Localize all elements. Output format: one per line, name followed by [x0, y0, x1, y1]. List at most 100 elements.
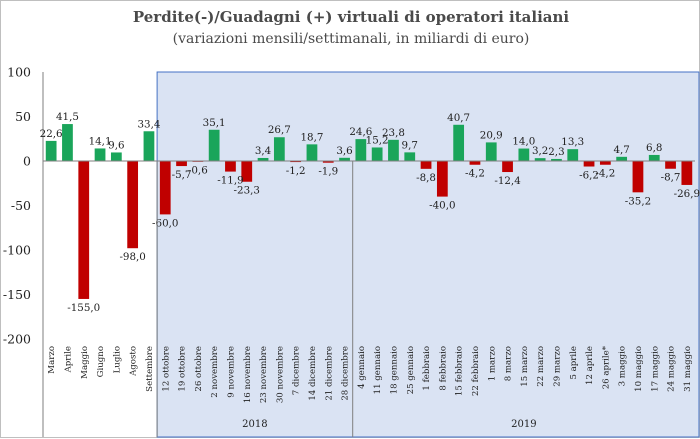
bar: [518, 148, 530, 161]
data-label: -11,9: [217, 175, 243, 187]
bar: [469, 161, 481, 165]
x-tick-label: 11 gennaio: [373, 346, 383, 394]
bar: [176, 161, 187, 167]
bar: [94, 148, 106, 161]
x-tick-label: 26 ottobre: [194, 346, 204, 392]
bar: [502, 161, 513, 173]
x-tick-label: 2 novembre: [210, 346, 220, 398]
x-tick-label: Settembre: [145, 346, 155, 392]
data-label: 15,2: [366, 134, 389, 146]
bar: [567, 149, 579, 161]
chart-subtitle: (variazioni mensili/settimanali, in mili…: [173, 31, 530, 47]
bar: [436, 161, 448, 197]
data-label: -1,9: [318, 166, 338, 178]
x-tick-label: 22 febbraio: [471, 346, 481, 396]
data-label: -98,0: [119, 251, 145, 263]
x-tick-label: Agosto: [129, 346, 139, 377]
bar: [273, 137, 285, 161]
bar: [225, 161, 236, 172]
y-tick-label: 100: [7, 65, 31, 80]
data-label: -155,0: [67, 302, 100, 314]
y-tick-label: -200: [3, 332, 31, 347]
bar: [127, 161, 139, 249]
x-tick-label: 29 marzo: [552, 346, 562, 387]
x-tick-label: 18 gennaio: [389, 346, 399, 394]
bar: [257, 157, 269, 161]
bar: [159, 161, 171, 215]
bar: [420, 161, 432, 169]
x-tick-label: 19 ottobre: [178, 346, 188, 392]
data-label: -5,7: [172, 169, 192, 181]
x-tick-label: 8 febbraio: [438, 346, 448, 391]
data-label: 14,1: [89, 135, 112, 147]
data-label: 41,5: [56, 111, 79, 123]
data-label: -1,2: [286, 165, 306, 177]
x-tick-label: 28 dicembre: [341, 346, 351, 401]
data-label: 3,4: [255, 145, 272, 157]
data-label: -12,4: [494, 175, 521, 187]
data-label: -6,2: [579, 170, 599, 182]
x-tick-label: 10 maggio: [634, 346, 644, 392]
x-tick-label: 25 gennaio: [406, 346, 416, 394]
data-label: -8,7: [661, 172, 681, 184]
bar: [404, 152, 416, 161]
data-label: -4,2: [595, 168, 615, 180]
data-label: -23,3: [234, 185, 260, 197]
data-label: 24,6: [349, 126, 372, 138]
data-label: 13,3: [561, 136, 584, 148]
data-label: 6,8: [646, 142, 662, 154]
x-tick-label: 15 marzo: [520, 346, 530, 387]
x-tick-label: 9 novembre: [226, 346, 236, 398]
data-labels-group: 22,641,5-155,014,19,6-98,033,4-60,0-5,7-…: [40, 111, 700, 314]
x-tick-label: 1 marzo: [487, 346, 497, 381]
shaded-period-area: [156, 71, 700, 438]
y-tick-label: -100: [3, 243, 31, 258]
bar: [355, 139, 367, 161]
y-tick-label: -50: [11, 198, 31, 213]
x-tick-label: 17 maggio: [650, 346, 660, 392]
bar: [534, 158, 546, 161]
data-label: -8,8: [416, 172, 436, 184]
bar: [665, 161, 676, 169]
data-label: 9,6: [108, 139, 124, 151]
x-tick-label: Giugno: [96, 346, 106, 377]
data-label: -60,0: [152, 217, 178, 229]
bar: [681, 161, 693, 185]
data-label: 2,3: [548, 146, 564, 158]
y-tick-label: -150: [3, 287, 31, 302]
x-tick-label: Aprile: [63, 346, 73, 373]
bar: [616, 156, 628, 161]
x-group-label: 2018: [242, 419, 267, 430]
x-tick-label: 26 aprile*: [601, 345, 611, 389]
x-tick-label: 22 marzo: [536, 346, 546, 387]
bar: [45, 140, 57, 161]
bar: [371, 147, 383, 161]
data-label: -26,9: [674, 188, 700, 200]
bar: [388, 139, 399, 161]
x-ticks-group: Marzo Aprile Maggio Giugno Luglio Agosto Sette…: [47, 345, 693, 403]
bar: [453, 124, 465, 161]
bar: [551, 158, 562, 161]
x-tick-label: 24 maggio: [667, 346, 677, 392]
x-tick-label: 15 febbraio: [455, 346, 465, 396]
chart-title: Perdite(-)/Guadagni (+) virtuali di oper…: [133, 8, 570, 26]
bar: [208, 129, 220, 161]
bars-group: [45, 124, 693, 299]
bar: [339, 157, 350, 161]
x-tick-label: 14 dicembre: [308, 346, 318, 401]
data-label: -40,0: [429, 200, 455, 212]
bar: [143, 131, 155, 161]
bar: [485, 142, 497, 161]
data-label: 3,6: [336, 145, 352, 157]
data-label: 33,4: [137, 118, 160, 130]
bar: [306, 144, 318, 161]
y-tick-label: 50: [15, 109, 31, 124]
bar: [599, 161, 611, 165]
bar: [290, 161, 302, 163]
x-tick-label: 3 maggio: [618, 346, 628, 386]
bar: [78, 161, 90, 299]
x-tick-label: 21 dicembre: [324, 346, 334, 401]
data-label: 3,2: [532, 145, 548, 157]
data-label: 9,7: [402, 139, 418, 151]
